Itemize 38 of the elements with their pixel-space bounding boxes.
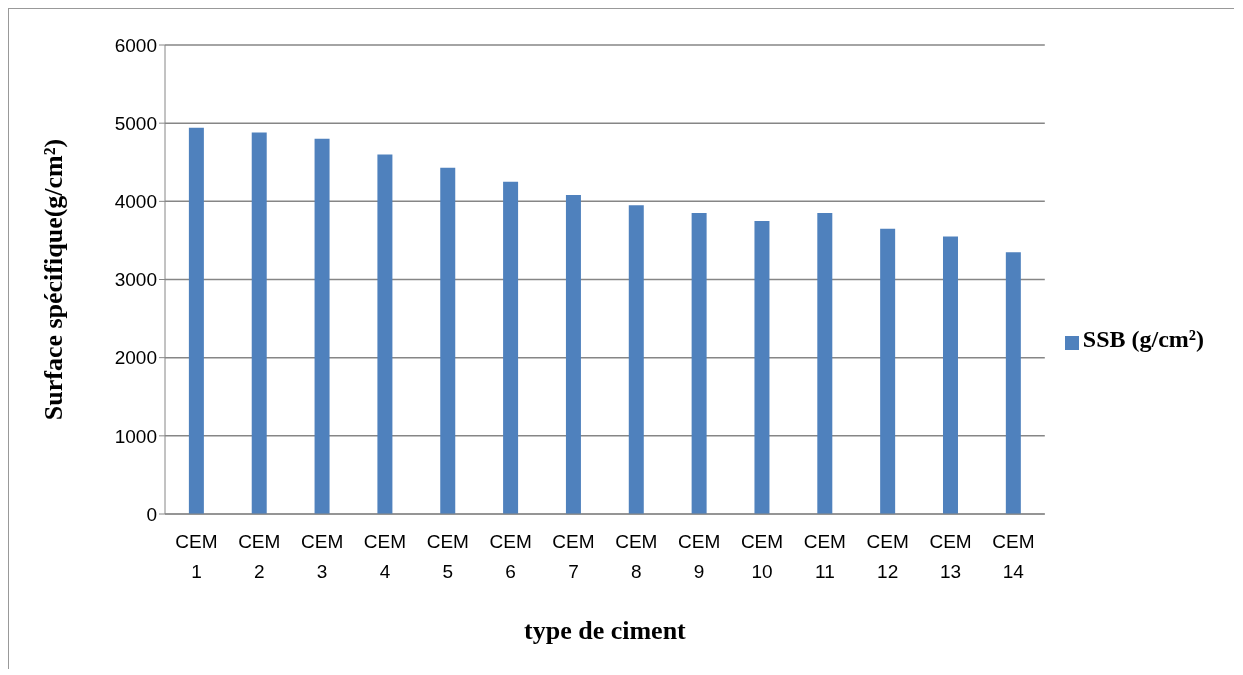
y-tick-label: 1000 — [114, 425, 157, 447]
x-tick-label: CEM 9 — [678, 531, 721, 582]
bar — [188, 127, 204, 514]
bar — [503, 181, 519, 514]
bar — [628, 205, 644, 514]
x-tick-label: CEM 11 — [803, 531, 846, 582]
y-tick-label: 0 — [146, 503, 157, 525]
bar — [880, 228, 896, 514]
x-tick-label: CEM 1 — [175, 531, 218, 582]
x-tick-label: CEM 12 — [866, 531, 909, 582]
bar — [817, 213, 833, 514]
x-tick-label: CEM 6 — [489, 531, 532, 582]
bar — [565, 195, 581, 514]
x-tick-label: CEM 2 — [238, 531, 281, 582]
x-axis-title: type de ciment — [524, 616, 687, 645]
x-tick-label: CEM 14 — [992, 531, 1035, 582]
x-tick-label: CEM 4 — [363, 531, 407, 582]
y-tick-label: 5000 — [114, 112, 157, 134]
x-tick-label: CEM 8 — [615, 531, 658, 582]
y-tick-label: 2000 — [114, 347, 157, 369]
x-tick-label: CEM 10 — [740, 531, 784, 582]
bar — [251, 132, 267, 514]
bar — [314, 138, 330, 514]
y-tick-label: 3000 — [114, 269, 157, 291]
y-axis-title: Surface spécifique(g/cm²) — [39, 138, 69, 421]
y-tick-label: 6000 — [114, 34, 157, 56]
x-tick-label: CEM 5 — [426, 531, 469, 582]
y-tick-label: 4000 — [114, 191, 157, 213]
bar — [1005, 252, 1021, 514]
bar — [691, 213, 707, 514]
x-tick-label: CEM 3 — [300, 531, 344, 582]
bar — [377, 154, 393, 514]
bar — [942, 236, 958, 514]
bar — [754, 220, 770, 514]
x-tick-label: CEM 7 — [552, 531, 595, 582]
legend-label: SSB (g/cm²) — [1082, 325, 1204, 352]
x-tick-label: CEM 13 — [929, 531, 972, 582]
bar — [440, 167, 456, 514]
